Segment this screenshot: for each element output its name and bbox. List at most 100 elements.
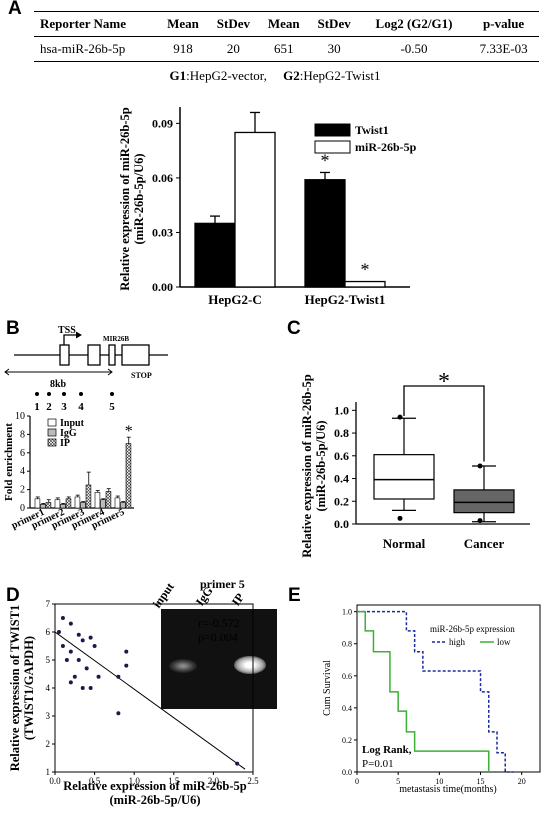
groups-note: G1:HepG2-vector, G2:HepG2-Twist1 (0, 68, 550, 84)
primer-dot (110, 392, 114, 396)
legend-title: miR-26b-5p expression (430, 624, 515, 634)
x-tick-label: 10 (435, 777, 443, 786)
data-point (96, 674, 101, 679)
length-label: 8kb (50, 379, 67, 390)
y-axis-label: Fold enrichment (3, 423, 15, 501)
table-cell: 30 (308, 36, 360, 62)
y-tick-label: 8 (20, 429, 25, 440)
bar (344, 280, 386, 288)
primer-dot (62, 392, 66, 396)
y-tick-label: 0 (20, 503, 25, 514)
gel-title: primer 5 (200, 577, 245, 591)
data-point (88, 686, 93, 690)
x-tick-label: 20 (518, 777, 526, 786)
length-arrow (107, 368, 113, 376)
significance-star: * (321, 150, 330, 170)
primer-dot (47, 392, 51, 396)
data-point (72, 674, 77, 679)
y-tick-label: 0.2 (342, 736, 352, 745)
exon-box (87, 344, 101, 366)
data-point (116, 711, 121, 716)
table-cell: hsa-miR-26b-5p (34, 36, 159, 62)
g1-key: G1 (169, 68, 187, 83)
bar (304, 179, 346, 288)
y-tick-label: 0.6 (334, 449, 349, 463)
y-tick-label: 1.0 (334, 403, 349, 417)
survival-line (357, 610, 490, 772)
data-point (124, 663, 129, 668)
mir-label: MIR26B (103, 335, 129, 343)
y-axis-label: Relative expression of miR-26b-5p(miR-26… (118, 107, 146, 290)
legend-label: Input (60, 418, 85, 429)
table-header-row: Reporter Name Mean StDev Mean StDev Log2… (34, 11, 539, 37)
panel-label-a: A (8, 0, 22, 19)
legend-label: IP (60, 438, 70, 449)
table-cell: 651 (259, 36, 309, 62)
fit-line (54, 631, 246, 770)
y-tick-label: 1.0 (342, 608, 352, 617)
tss-arrow (63, 334, 79, 345)
data-point (68, 680, 73, 685)
legend-swatch (47, 428, 57, 437)
data-point (76, 632, 81, 637)
data-point (56, 630, 61, 634)
table-header-cell: Log2 (G2/G1) (359, 11, 469, 37)
y-tick-label: 10 (15, 411, 25, 422)
y-axis-label: Relative expression of TWIST1(TWIST1/GAP… (8, 605, 36, 772)
y-tick-label: 0.4 (334, 472, 349, 486)
panel-label-c: C (287, 318, 301, 339)
y-tick-label: 6 (20, 448, 25, 459)
y-tick-label: 2 (46, 739, 51, 749)
y-tick-label: 1 (46, 767, 51, 777)
table-cell: 7.33E-03 (468, 36, 539, 62)
outlier (477, 463, 483, 469)
data-point (60, 616, 65, 620)
primer-number: 4 (78, 401, 84, 413)
x-axis-label: metastasis time(months) (399, 784, 497, 795)
primer-dot (79, 392, 83, 396)
y-tick-label: 0.2 (334, 494, 349, 508)
data-point (80, 638, 85, 643)
y-tick-label: 0.0 (334, 517, 349, 531)
exon-box (108, 344, 116, 366)
x-tick-label: Normal (383, 536, 426, 551)
primer-number: 1 (34, 401, 40, 413)
legend-swatch (314, 140, 351, 154)
y-tick-label: 4 (46, 683, 51, 693)
x-tick-label: 15 (477, 777, 485, 786)
table-cell: 20 (207, 36, 260, 62)
data-point (124, 649, 129, 654)
bar (234, 131, 276, 288)
x-tick-label: HepG2-Twist1 (305, 292, 386, 307)
outlier (397, 414, 403, 420)
table-cell: -0.50 (359, 36, 469, 62)
legend-label: low (497, 637, 511, 647)
y-tick-label: 0.6 (342, 672, 352, 681)
x-tick-label: 5 (396, 777, 400, 786)
exon-box (121, 344, 150, 366)
x-tick-label: 1.0 (129, 776, 141, 786)
data-point (60, 644, 65, 648)
y-tick-label: 6 (46, 627, 51, 637)
g2-text: :HepG2-Twist1 (299, 68, 381, 83)
legend-swatch (47, 418, 57, 427)
x-tick-label: Cancer (464, 536, 505, 551)
primer-dot (35, 392, 39, 396)
log-rank-p: P=0.01 (362, 758, 394, 770)
legend-label: IgG (60, 428, 77, 439)
x-tick-label: 0 (355, 777, 359, 786)
legend-label: miR-26b-5p (355, 140, 417, 154)
data-point (116, 674, 121, 679)
tss-arrowhead (75, 331, 82, 339)
legend-label: high (449, 637, 466, 647)
survival-line (357, 610, 514, 773)
significance-star: * (125, 423, 133, 440)
data-point (84, 666, 89, 671)
box (373, 454, 435, 500)
y-tick-label: 0.4 (342, 704, 352, 713)
stop-label: STOP (131, 371, 152, 380)
